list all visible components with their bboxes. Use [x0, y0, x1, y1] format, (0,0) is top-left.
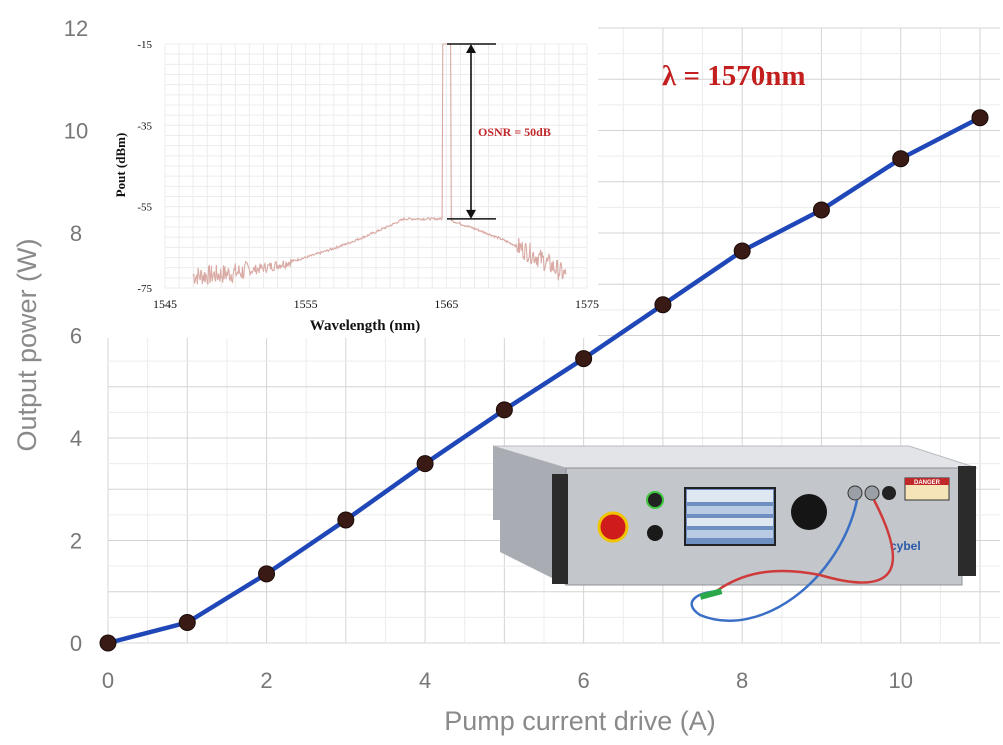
y-tick-label: 6 — [70, 324, 82, 349]
x-tick-label: 10 — [888, 668, 912, 693]
data-point — [99, 634, 117, 652]
danger-label-text: DANGER — [914, 480, 941, 486]
x-tick-label: 4 — [419, 668, 431, 693]
inset-x-tick-label: 1555 — [294, 297, 318, 311]
port-icon — [882, 486, 896, 500]
laser-enable-key-icon — [647, 525, 663, 541]
amplifier-device-photo: DANGER cybel — [492, 445, 978, 622]
inset-background — [100, 6, 598, 338]
power-icon — [646, 491, 664, 509]
osnr-label: OSNR = 50dB — [478, 125, 551, 139]
x-axis-label: Pump current drive (A) — [444, 706, 716, 736]
inset-spectrum-trace — [192, 43, 567, 285]
main-tick-labels: 0 2 4 6 8 10 0 2 4 6 8 10 12 — [64, 16, 913, 693]
y-tick-label: 8 — [70, 221, 82, 246]
red-fiber-cable — [717, 499, 895, 592]
inset-y-axis-label: Pout (dBm) — [113, 133, 128, 198]
osnr-arrow — [447, 43, 496, 220]
data-point — [812, 201, 830, 219]
control-knob — [791, 494, 827, 530]
inset-tick-labels: 1545 1555 1565 1575 -15 -35 -55 -75 — [137, 39, 599, 311]
x-tick-label: 0 — [102, 668, 114, 693]
data-point — [337, 511, 355, 529]
inset-x-tick-label: 1545 — [153, 297, 177, 311]
y-tick-label: 10 — [64, 119, 88, 144]
osnr-arrowhead-bottom — [466, 209, 476, 219]
x-tick-label: 8 — [736, 668, 748, 693]
osnr-arrowhead-top — [466, 44, 476, 53]
inset-grid — [164, 43, 588, 289]
inset-y-tick-label: -55 — [137, 202, 152, 214]
touch-screen-row — [687, 530, 773, 538]
y-axis-label: Output power (W) — [12, 238, 42, 451]
device-top-panel — [492, 445, 978, 469]
main-series — [99, 109, 989, 652]
data-point — [575, 350, 593, 368]
inset-y-tick-label: -35 — [137, 120, 152, 132]
y-tick-label: 2 — [70, 529, 82, 554]
data-point — [892, 150, 910, 168]
emergency-stop-button — [597, 511, 629, 543]
touch-screen-row — [687, 506, 773, 514]
output-port-icon — [864, 485, 880, 501]
x-tick-label: 2 — [260, 668, 272, 693]
blue-fiber-cable — [690, 499, 859, 622]
signal-port-icon — [847, 485, 863, 501]
y-tick-label: 0 — [70, 631, 82, 656]
x-tick-label: 6 — [578, 668, 590, 693]
inset-x-tick-label: 1575 — [575, 297, 599, 311]
data-point — [178, 614, 196, 631]
fiber-connector — [699, 588, 723, 600]
inset-y-tick-label: -75 — [137, 283, 152, 295]
series-line — [107, 115, 982, 646]
inset-x-axis-label: Wavelength (nm) — [310, 318, 420, 334]
data-point — [654, 296, 672, 314]
data-point — [495, 401, 513, 419]
inset-spectrum-chart: 1545 1555 1565 1575 -15 -35 -55 -75 OSNR = 50dB… — [100, 6, 599, 338]
inset-x-tick-label: 1565 — [434, 297, 458, 311]
y-tick-label: 4 — [70, 426, 82, 451]
danger-label-header — [905, 478, 949, 485]
data-point — [971, 109, 989, 127]
wavelength-annotation: λ = 1570nm — [662, 60, 806, 92]
y-tick-label: 12 — [64, 16, 88, 41]
touch-screen-row — [687, 518, 773, 526]
right-rack-handle — [958, 466, 976, 576]
data-point — [416, 455, 434, 473]
left-rack-handle — [552, 474, 568, 584]
touch-screen-header — [687, 490, 773, 502]
device-left-side — [493, 446, 566, 585]
brand-logo-text: cybel — [890, 539, 921, 553]
inset-y-tick-label: -15 — [137, 39, 152, 51]
data-point — [258, 565, 276, 583]
data-point — [733, 242, 751, 260]
